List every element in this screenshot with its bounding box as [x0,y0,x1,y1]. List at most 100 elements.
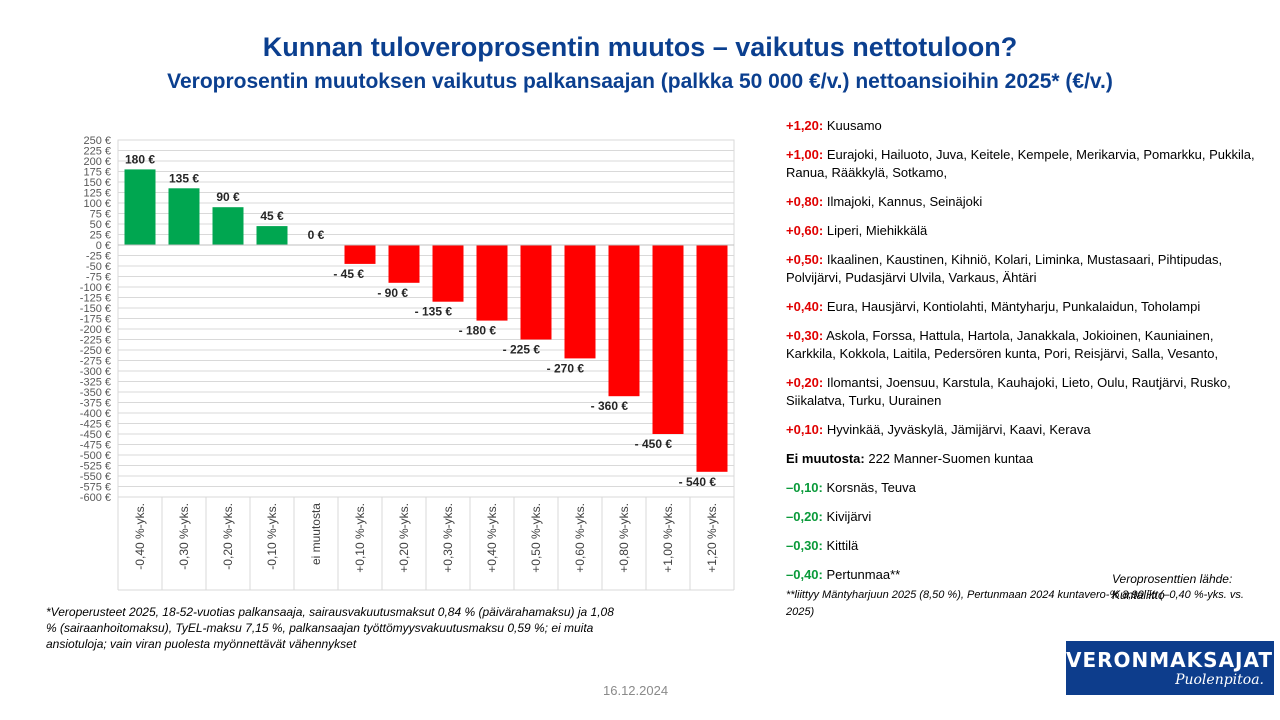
data-label: 0 € [308,228,325,242]
change-key: +0,30: [786,328,824,343]
source-note: Veroprosenttien lähde: Kuntaliitto [1112,572,1233,602]
change-key: Ei muutosta: [786,451,865,466]
y-tick-label: 175 € [83,167,111,179]
y-tick-label: 50 € [90,219,111,231]
change-key: –0,40: [786,567,823,582]
data-label: 180 € [125,152,155,166]
municipality-group: Ei muutosta: 222 Manner-Suomen kuntaa [786,450,1256,468]
municipality-group: –0,30: Kittilä [786,537,1256,555]
y-tick-label: 200 € [83,156,111,168]
bar [432,245,464,302]
y-tick-label: -500 € [80,450,111,462]
y-tick-label: 250 € [83,135,111,147]
municipality-names: Ilmajoki, Kannus, Seinäjoki [823,194,983,209]
y-tick-label: -75 € [86,272,111,284]
y-tick-label: -575 € [80,482,111,494]
bar [696,245,728,472]
y-tick-label: 225 € [83,146,111,158]
bar [520,245,552,340]
data-label: - 360 € [591,399,629,413]
data-label: - 90 € [377,286,408,300]
y-tick-label: -50 € [86,261,111,273]
municipality-group: +1,00: Eurajoki, Hailuoto, Juva, Keitele… [786,146,1256,182]
y-tick-label: 150 € [83,177,111,189]
bar [124,169,156,245]
y-tick-label: -175 € [80,314,111,326]
category-label: -0,20 %-yks. [221,503,235,570]
y-tick-label: -150 € [80,303,111,315]
category-label: +0,50 %-yks. [529,503,543,573]
pertunmaa-note: **liittyy Mäntyharjuun 2025 (8,50 %), Pe… [786,589,1244,618]
category-label: +0,30 %-yks. [441,503,455,573]
y-tick-label: 75 € [90,209,111,221]
change-key: –0,30: [786,538,823,553]
bar [608,245,640,397]
data-label: - 270 € [547,361,585,375]
data-label: - 450 € [635,437,673,451]
category-label: +0,40 %-yks. [485,503,499,573]
municipality-names: Askola, Forssa, Hattula, Hartola, Janakk… [786,328,1219,361]
y-tick-label: -250 € [80,345,111,357]
municipality-names: Ikaalinen, Kaustinen, Kihniö, Kolari, Li… [786,252,1223,285]
footnote: *Veroperusteet 2025, 18-52-vuotias palka… [46,605,614,651]
data-label: - 540 € [679,475,717,489]
municipality-names: Kivijärvi [822,509,872,524]
change-key: +0,10: [786,422,824,437]
bar-chart: 250 €225 €200 €175 €150 €125 €100 €75 €5… [80,135,735,591]
municipality-names: Ilomantsi, Joensuu, Karstula, Kauhajoki,… [786,375,1231,408]
municipality-group: +0,10: Hyvinkää, Jyväskylä, Jämijärvi, K… [786,421,1256,439]
municipality-group: +0,60: Liperi, Miehikkälä [786,222,1256,240]
municipality-names: Kuusamo [823,118,882,133]
bar [168,188,200,245]
logo-wordmark: VERONMAKSAJAT [1066,648,1274,672]
data-label: 135 € [169,171,199,185]
y-tick-label: -600 € [80,492,111,504]
y-tick-label: -275 € [80,356,111,368]
y-tick-label: -325 € [80,377,111,389]
municipality-group: –0,20: Kivijärvi [786,508,1256,526]
category-label: -0,10 %-yks. [265,503,279,570]
y-tick-label: -300 € [80,366,111,378]
bar [564,245,596,359]
municipality-list: +1,20: Kuusamo +1,00: Eurajoki, Hailuoto,… [786,117,1256,621]
logo-tagline: Puolenpitoa. [1175,672,1264,688]
y-tick-label: -450 € [80,429,111,441]
change-key: –0,10: [786,480,823,495]
municipality-names: Eura, Hausjärvi, Kontiolahti, Mäntyharju… [823,299,1201,314]
page-subtitle: Veroprosentin muutoksen vaikutus palkans… [167,70,1113,93]
municipality-group: +0,40: Eura, Hausjärvi, Kontiolahti, Män… [786,298,1256,316]
y-tick-label: -25 € [86,251,111,263]
category-label: +0,20 %-yks. [397,503,411,573]
change-key: +0,50: [786,252,824,267]
bar [344,245,376,264]
y-tick-label: -375 € [80,398,111,410]
municipality-names: 222 Manner-Suomen kuntaa [864,451,1034,466]
category-label: +1,20 %-yks. [705,503,719,573]
municipality-group: +0,20: Ilomantsi, Joensuu, Karstula, Kau… [786,374,1256,410]
municipality-names: Liperi, Miehikkälä [823,223,928,238]
y-tick-label: 100 € [83,198,111,210]
bar [652,245,684,434]
data-label: - 225 € [503,343,541,357]
data-label: 45 € [260,209,284,223]
y-tick-label: -525 € [80,461,111,473]
bar [388,245,420,283]
veronmaksajat-logo: VERONMAKSAJAT Puolenpitoa. [1066,641,1274,695]
data-label: 90 € [216,190,240,204]
category-label: -0,30 %-yks. [177,503,191,570]
y-tick-label: 25 € [90,230,111,242]
municipality-names: Eurajoki, Hailuoto, Juva, Keitele, Kempe… [786,147,1255,180]
y-tick-label: -350 € [80,387,111,399]
y-tick-label: -400 € [80,408,111,420]
change-key: +0,40: [786,299,824,314]
municipality-names: Hyvinkää, Jyväskylä, Jämijärvi, Kaavi, K… [823,422,1091,437]
change-key: +1,00: [786,147,824,162]
y-tick-label: -225 € [80,335,111,347]
category-label: ei muutosta [309,503,323,565]
municipality-names: Korsnäs, Teuva [822,480,916,495]
category-label: +1,00 %-yks. [661,503,675,573]
y-tick-label: -475 € [80,440,111,452]
category-label: +0,80 %-yks. [617,503,631,573]
change-key: +0,20: [786,375,824,390]
change-key: +1,20: [786,118,824,133]
